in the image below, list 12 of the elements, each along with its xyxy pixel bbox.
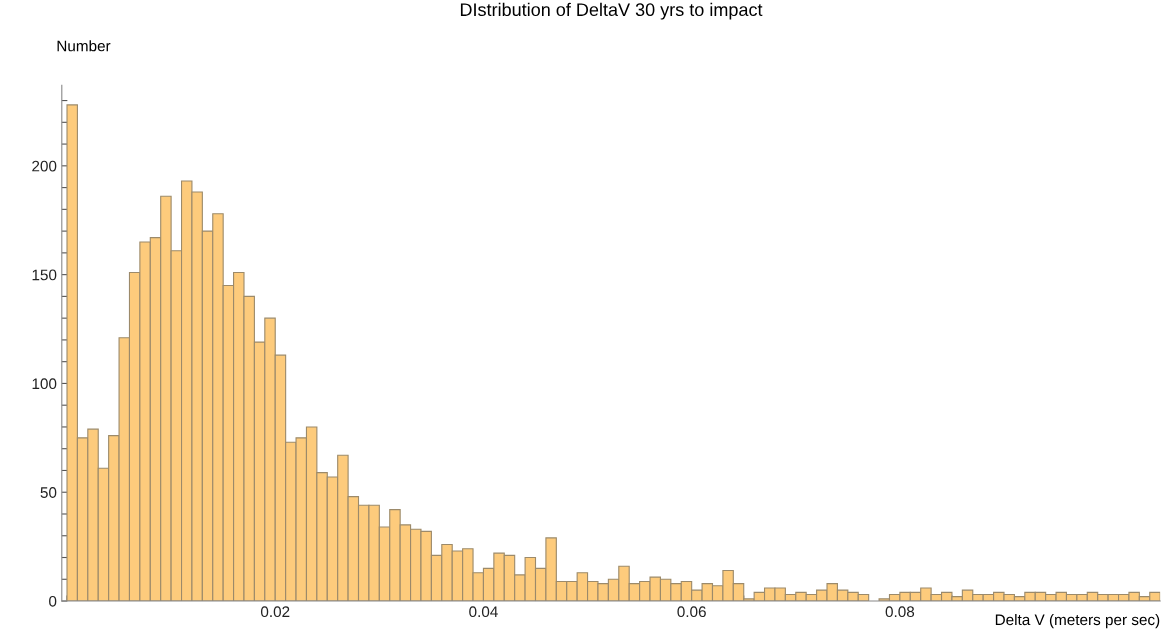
y-tick-label: 150 [32, 269, 57, 281]
y-axis-title: Number [57, 40, 111, 52]
y-tick-label: 200 [32, 160, 57, 172]
y-tick-label: 100 [32, 378, 57, 390]
x-tick-label: 0.06 [677, 606, 706, 618]
x-tick-label: 0.02 [260, 606, 290, 618]
y-tick-label: 0 [49, 595, 57, 607]
y-tick-label: 50 [40, 487, 57, 498]
x-tick-label: 0.04 [469, 606, 498, 618]
x-axis-title: Delta V (meters per sec) [995, 613, 1160, 629]
x-tick-label: 0.08 [885, 606, 915, 618]
chart-title: DIstribution of DeltaV 30 yrs to impact [460, 2, 763, 20]
